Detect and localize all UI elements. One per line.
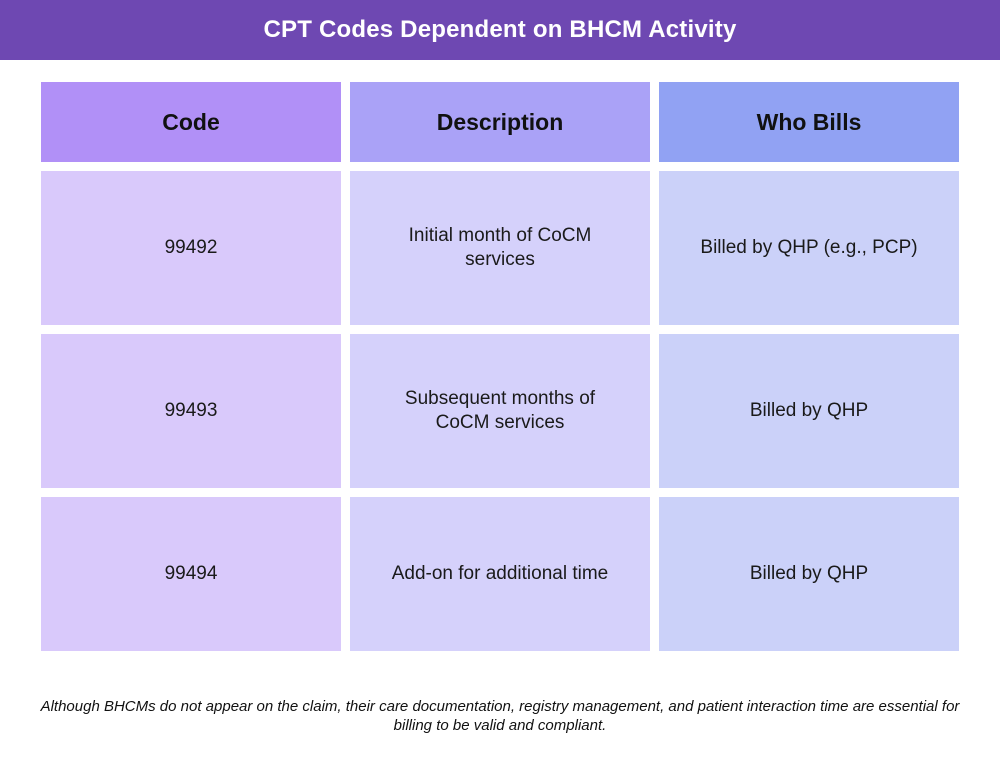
table-cell-code: 99493 — [41, 334, 341, 488]
table-cell-description: Initial month of CoCM services — [350, 171, 650, 325]
page-title: CPT Codes Dependent on BHCM Activity — [263, 16, 737, 43]
title-bar: CPT Codes Dependent on BHCM Activity — [0, 0, 1000, 60]
table-cell-who-bills: Billed by QHP — [659, 497, 959, 651]
header-code: Code — [41, 82, 341, 162]
table-cell-code: 99492 — [41, 171, 341, 325]
table-cell-who-bills: Billed by QHP (e.g., PCP) — [659, 171, 959, 325]
header-description: Description — [350, 82, 650, 162]
footnote: Although BHCMs do not appear on the clai… — [40, 698, 960, 734]
table-cell-description: Subsequent months of CoCM services — [350, 334, 650, 488]
table-cell-who-bills: Billed by QHP — [659, 334, 959, 488]
header-who-bills: Who Bills — [659, 82, 959, 162]
table-cell-description: Add-on for additional time — [350, 497, 650, 651]
table-cell-code: 99494 — [41, 497, 341, 651]
